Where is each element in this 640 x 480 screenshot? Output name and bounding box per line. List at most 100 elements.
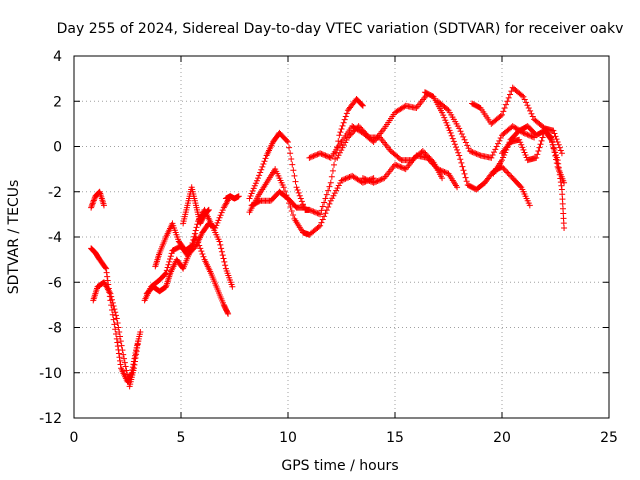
data-point	[319, 203, 326, 210]
data-point	[344, 134, 351, 141]
data-point	[500, 108, 507, 115]
data-point	[378, 176, 385, 183]
data-point	[450, 138, 457, 145]
data-point	[339, 144, 346, 151]
data-point	[310, 153, 317, 160]
data-point	[321, 199, 328, 206]
data-point	[327, 179, 334, 186]
series-segment-g	[180, 184, 212, 227]
data-point	[168, 250, 175, 257]
data-point	[400, 164, 407, 171]
data-point	[103, 265, 110, 272]
data-point	[100, 202, 107, 209]
data-point	[290, 167, 297, 174]
data-point	[461, 170, 468, 177]
series-segment-c	[90, 279, 142, 390]
data-point	[89, 201, 96, 208]
data-point	[340, 142, 347, 149]
data-point	[293, 184, 300, 191]
data-point	[359, 127, 366, 134]
data-point	[104, 277, 111, 284]
data-point	[336, 132, 343, 139]
data-point	[492, 146, 499, 153]
data-point	[325, 204, 332, 211]
data-point	[331, 190, 338, 197]
data-point	[523, 99, 530, 106]
data-point	[460, 133, 467, 140]
data-point	[397, 163, 404, 170]
x-tick-label: 0	[70, 430, 79, 446]
data-point	[317, 211, 324, 218]
data-point	[108, 293, 115, 300]
data-point	[298, 198, 305, 205]
data-point	[328, 173, 335, 180]
data-point	[214, 219, 221, 226]
data-point	[340, 119, 347, 126]
data-point	[342, 113, 349, 120]
data-point	[499, 111, 505, 118]
data-point	[321, 151, 328, 158]
data-point	[280, 184, 287, 191]
data-point	[505, 94, 512, 101]
data-point	[115, 350, 122, 357]
data-point	[112, 326, 119, 333]
data-point	[318, 207, 325, 214]
data-point	[286, 144, 293, 151]
data-point	[338, 177, 345, 184]
data-point	[262, 155, 269, 162]
data-point	[537, 141, 544, 148]
data-point	[505, 170, 512, 177]
data-point	[373, 178, 380, 185]
data-point	[521, 130, 528, 137]
data-point	[496, 137, 503, 144]
data-point	[401, 165, 408, 172]
data-point	[311, 152, 318, 159]
data-point	[109, 299, 116, 306]
data-point	[88, 204, 95, 211]
data-point	[444, 106, 451, 113]
data-point	[341, 116, 348, 123]
data-point	[449, 135, 456, 142]
data-point	[363, 131, 370, 138]
data-point	[315, 223, 322, 230]
data-point	[117, 361, 124, 368]
data-point	[458, 131, 465, 138]
data-point	[235, 193, 242, 200]
data-point	[504, 169, 511, 176]
data-point	[88, 203, 95, 210]
data-point	[398, 164, 405, 171]
data-point	[529, 113, 536, 120]
data-point	[500, 154, 507, 161]
data-point	[333, 187, 340, 194]
data-point	[135, 338, 142, 345]
data-point	[114, 339, 121, 346]
data-point	[327, 197, 334, 204]
data-point	[445, 124, 452, 131]
data-point	[364, 133, 371, 140]
data-point	[252, 180, 259, 187]
data-point	[137, 329, 144, 336]
data-point	[500, 165, 507, 172]
data-point	[218, 245, 225, 252]
data-point	[518, 141, 525, 148]
data-point	[547, 133, 554, 140]
data-point	[90, 197, 97, 204]
data-point	[347, 131, 354, 138]
data-point	[443, 119, 450, 126]
data-point	[539, 134, 546, 141]
data-point	[469, 149, 476, 156]
data-point	[476, 151, 483, 158]
data-point	[123, 367, 130, 374]
data-point	[108, 296, 115, 303]
data-point	[456, 152, 463, 159]
data-point	[517, 139, 524, 146]
data-point	[432, 163, 439, 170]
data-point	[361, 175, 368, 182]
data-point	[523, 131, 530, 138]
data-point	[525, 132, 532, 139]
data-point	[339, 122, 346, 129]
data-point	[131, 358, 138, 365]
series-segment-a	[88, 188, 107, 211]
data-point	[535, 148, 542, 155]
